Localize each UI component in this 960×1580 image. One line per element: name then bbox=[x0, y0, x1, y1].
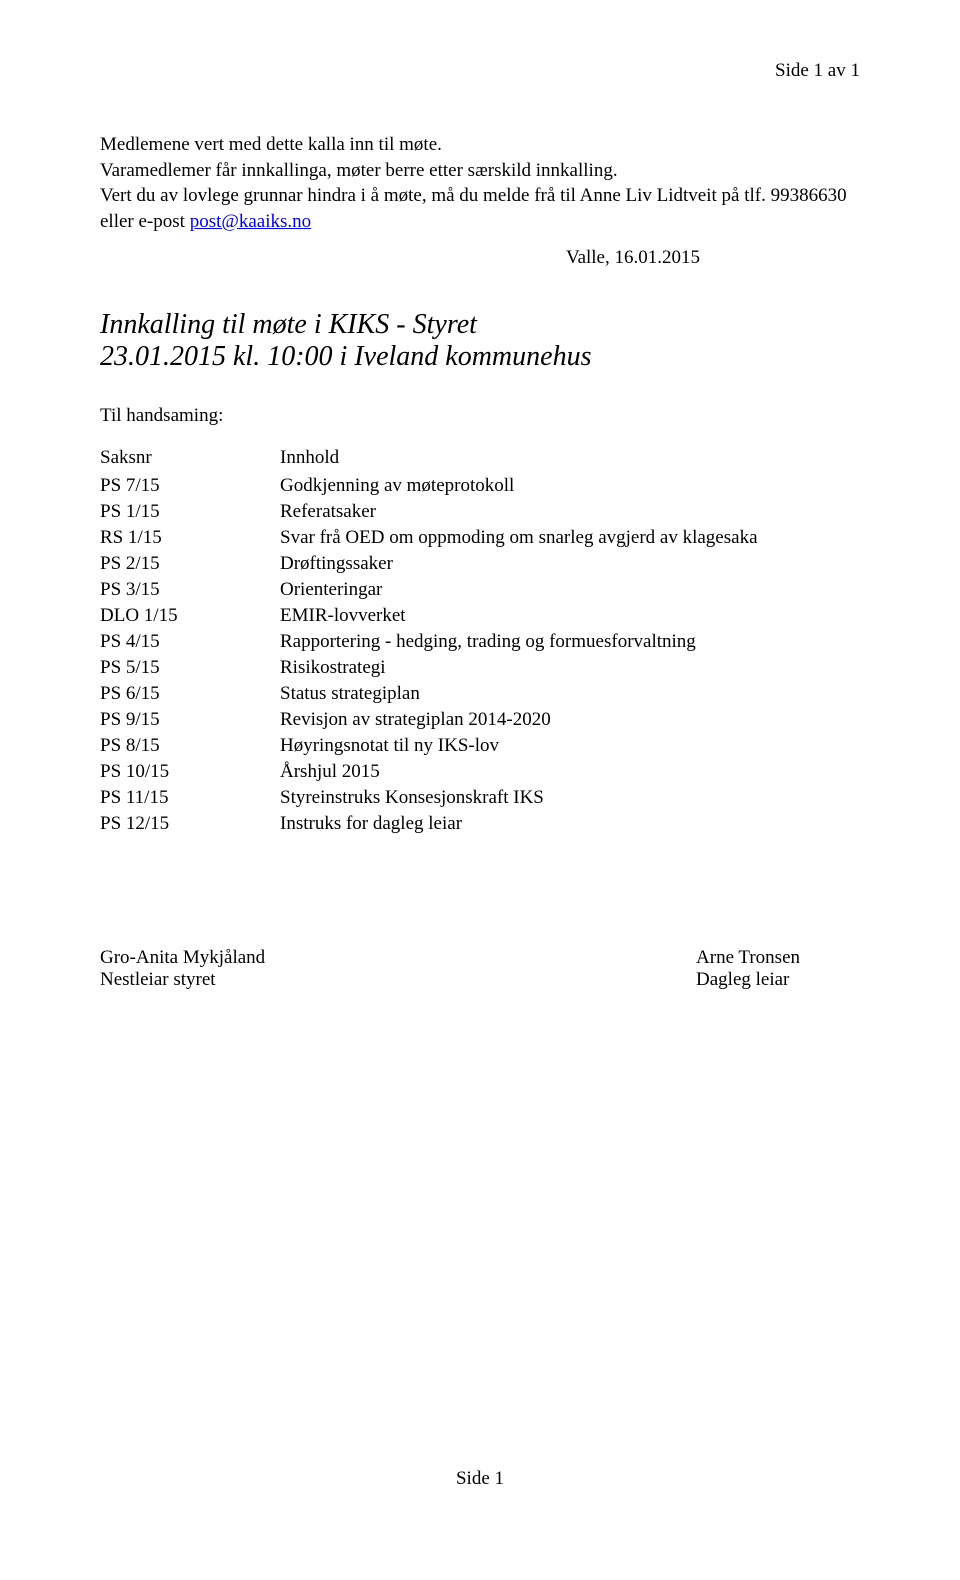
title-line-1: Innkalling til møte i KIKS - Styret bbox=[100, 309, 860, 341]
sign-left-name: Gro-Anita Mykjåland bbox=[100, 947, 265, 969]
document-title: Innkalling til møte i KIKS - Styret 23.0… bbox=[100, 309, 860, 373]
agenda-item-id: PS 5/15 bbox=[100, 655, 280, 681]
agenda-row: PS 4/15Rapportering - hedging, trading o… bbox=[100, 629, 758, 655]
agenda-item-text: Styreinstruks Konsesjonskraft IKS bbox=[280, 785, 758, 811]
agenda-item-text: EMIR-lovverket bbox=[280, 603, 758, 629]
agenda-item-id: RS 1/15 bbox=[100, 525, 280, 551]
document-page: Side 1 av 1 Medlemene vert med dette kal… bbox=[0, 0, 960, 1520]
agenda-item-id: PS 8/15 bbox=[100, 733, 280, 759]
signature-right: Arne Tronsen Dagleg leiar bbox=[696, 947, 800, 991]
agenda-item-id: PS 12/15 bbox=[100, 811, 280, 837]
agenda-row: PS 9/15Revisjon av strategiplan 2014-202… bbox=[100, 707, 758, 733]
sign-left-role: Nestleiar styret bbox=[100, 969, 265, 991]
intro-line-3: Vert du av lovlege grunnar hindra i å mø… bbox=[100, 183, 860, 234]
agenda-item-text: Drøftingssaker bbox=[280, 551, 758, 577]
agenda-row: PS 2/15Drøftingssaker bbox=[100, 551, 758, 577]
agenda-item-text: Godkjenning av møteprotokoll bbox=[280, 473, 758, 499]
intro-line-1: Medlemene vert med dette kalla inn til m… bbox=[100, 132, 860, 158]
agenda-header-row: SaksnrInnhold bbox=[100, 445, 758, 473]
agenda-table: SaksnrInnholdPS 7/15Godkjenning av møtep… bbox=[100, 445, 758, 837]
agenda-item-id: PS 3/15 bbox=[100, 577, 280, 603]
agenda-item-text: Rapportering - hedging, trading og formu… bbox=[280, 629, 758, 655]
agenda-row: DLO 1/15EMIR-lovverket bbox=[100, 603, 758, 629]
agenda-row: PS 5/15Risikostrategi bbox=[100, 655, 758, 681]
agenda-item-id: PS 11/15 bbox=[100, 785, 280, 811]
agenda-item-text: Revisjon av strategiplan 2014-2020 bbox=[280, 707, 758, 733]
agenda-row: PS 10/15Årshjul 2015 bbox=[100, 759, 758, 785]
signature-left: Gro-Anita Mykjåland Nestleiar styret bbox=[100, 947, 265, 991]
agenda-item-text: Instruks for dagleg leiar bbox=[280, 811, 758, 837]
agenda-item-text: Orienteringar bbox=[280, 577, 758, 603]
sign-right-role: Dagleg leiar bbox=[696, 969, 800, 991]
agenda-item-id: DLO 1/15 bbox=[100, 603, 280, 629]
agenda-item-id: PS 4/15 bbox=[100, 629, 280, 655]
agenda-item-text: Status strategiplan bbox=[280, 681, 758, 707]
agenda-item-text: Svar frå OED om oppmoding om snarleg avg… bbox=[280, 525, 758, 551]
agenda-item-id: PS 9/15 bbox=[100, 707, 280, 733]
agenda-item-id: PS 7/15 bbox=[100, 473, 280, 499]
agenda-row: PS 11/15Styreinstruks Konsesjonskraft IK… bbox=[100, 785, 758, 811]
agenda-item-text: Årshjul 2015 bbox=[280, 759, 758, 785]
agenda-row: PS 1/15Referatsaker bbox=[100, 499, 758, 525]
contact-email-link[interactable]: post@kaaiks.no bbox=[190, 211, 311, 232]
agenda-header-saksnr: Saksnr bbox=[100, 445, 280, 473]
page-footer: Side 1 bbox=[0, 1468, 960, 1490]
page-number-header: Side 1 av 1 bbox=[100, 60, 860, 82]
signature-row: Gro-Anita Mykjåland Nestleiar styret Arn… bbox=[100, 947, 860, 991]
agenda-row: PS 3/15Orienteringar bbox=[100, 577, 758, 603]
agenda-item-text: Referatsaker bbox=[280, 499, 758, 525]
agenda-row: PS 6/15Status strategiplan bbox=[100, 681, 758, 707]
intro-line-2: Varamedlemer får innkallinga, møter berr… bbox=[100, 158, 860, 184]
agenda-header-innhold: Innhold bbox=[280, 445, 758, 473]
intro-block: Medlemene vert med dette kalla inn til m… bbox=[100, 132, 860, 235]
agenda-row: RS 1/15Svar frå OED om oppmoding om snar… bbox=[100, 525, 758, 551]
place-and-date: Valle, 16.01.2015 bbox=[100, 247, 860, 269]
agenda-row: PS 7/15Godkjenning av møteprotokoll bbox=[100, 473, 758, 499]
agenda-item-id: PS 1/15 bbox=[100, 499, 280, 525]
agenda-row: PS 8/15Høyringsnotat til ny IKS-lov bbox=[100, 733, 758, 759]
agenda-row: PS 12/15Instruks for dagleg leiar bbox=[100, 811, 758, 837]
agenda-subheading: Til handsaming: bbox=[100, 405, 860, 427]
title-line-2: 23.01.2015 kl. 10:00 i Iveland kommunehu… bbox=[100, 341, 860, 373]
agenda-item-id: PS 6/15 bbox=[100, 681, 280, 707]
agenda-item-id: PS 2/15 bbox=[100, 551, 280, 577]
agenda-item-text: Risikostrategi bbox=[280, 655, 758, 681]
agenda-item-text: Høyringsnotat til ny IKS-lov bbox=[280, 733, 758, 759]
agenda-item-id: PS 10/15 bbox=[100, 759, 280, 785]
sign-right-name: Arne Tronsen bbox=[696, 947, 800, 969]
